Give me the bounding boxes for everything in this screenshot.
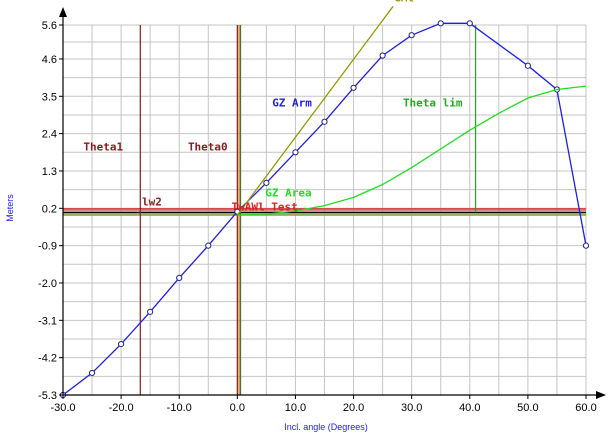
annotation-label: GZ Arm <box>272 96 312 109</box>
annotation-label: lw2 <box>142 196 162 209</box>
x-tick-label: 10.0 <box>285 402 306 414</box>
x-tick-label: -10.0 <box>167 402 192 414</box>
y-tick-label: -5.3 <box>38 390 57 402</box>
annotations: GMt GZ Arm Theta lim Theta1 Theta0 GZ Area lw2… <box>83 0 463 213</box>
annotation-label: TwAWl Test <box>232 200 298 213</box>
data-point <box>437 20 444 27</box>
x-tick-label: 30.0 <box>401 402 422 414</box>
series-line-gmt <box>236 5 394 216</box>
series-line-gz-arm <box>62 22 587 396</box>
y-axis-arrow-icon <box>59 7 67 17</box>
y-tick-label: -0.9 <box>38 241 57 253</box>
data-point <box>466 20 473 27</box>
data-series <box>59 5 590 399</box>
annotation-label: Theta0 <box>188 141 228 154</box>
y-tick-label: 5.6 <box>42 20 57 32</box>
y-tick-label: 3.5 <box>42 91 57 103</box>
x-tick-label: 60.0 <box>575 402 596 414</box>
data-point <box>379 52 386 59</box>
tick-labels: -30.0 -20.0 -10.0 0.0 10.0 20.0 30.0 40.0 50.0 60… <box>38 20 597 414</box>
x-tick-label: 40.0 <box>459 402 480 414</box>
annotation-label: Theta1 <box>83 141 123 154</box>
x-tick-label: -20.0 <box>109 402 134 414</box>
x-tick-label: -30.0 <box>50 402 75 414</box>
data-point <box>350 84 357 91</box>
y-tick-label: -4.2 <box>38 353 57 365</box>
data-point <box>321 118 328 125</box>
y-axis-title: Meters <box>5 194 15 222</box>
y-tick-label: -3.1 <box>38 315 57 327</box>
annotation-label: GZ Area <box>265 186 311 199</box>
annotation-label: Theta lim <box>403 96 463 109</box>
y-tick-label: 1.3 <box>42 166 57 178</box>
y-tick-label: 0.2 <box>42 203 57 215</box>
data-point <box>263 179 270 186</box>
data-point <box>88 369 96 377</box>
y-tick-label: 4.6 <box>42 54 57 66</box>
data-point <box>408 32 415 39</box>
data-point <box>582 242 590 249</box>
data-point <box>176 274 183 281</box>
x-tick-label: 20.0 <box>343 402 364 414</box>
data-point <box>118 340 125 348</box>
data-point <box>205 242 212 249</box>
y-tick-label: 2.4 <box>42 129 57 141</box>
data-point <box>524 62 531 69</box>
data-point <box>292 149 299 156</box>
annotation-label: GMt <box>394 0 414 4</box>
axes <box>59 7 606 399</box>
x-axis-arrow-icon <box>596 391 606 399</box>
x-tick-label: 0.0 <box>230 402 245 414</box>
data-point <box>147 308 154 315</box>
x-tick-label: 50.0 <box>517 402 538 414</box>
y-tick-label: -2.0 <box>38 278 57 290</box>
series-line-gz-area <box>237 85 587 216</box>
x-axis-title: Incl. angle (Degrees) <box>284 422 368 432</box>
